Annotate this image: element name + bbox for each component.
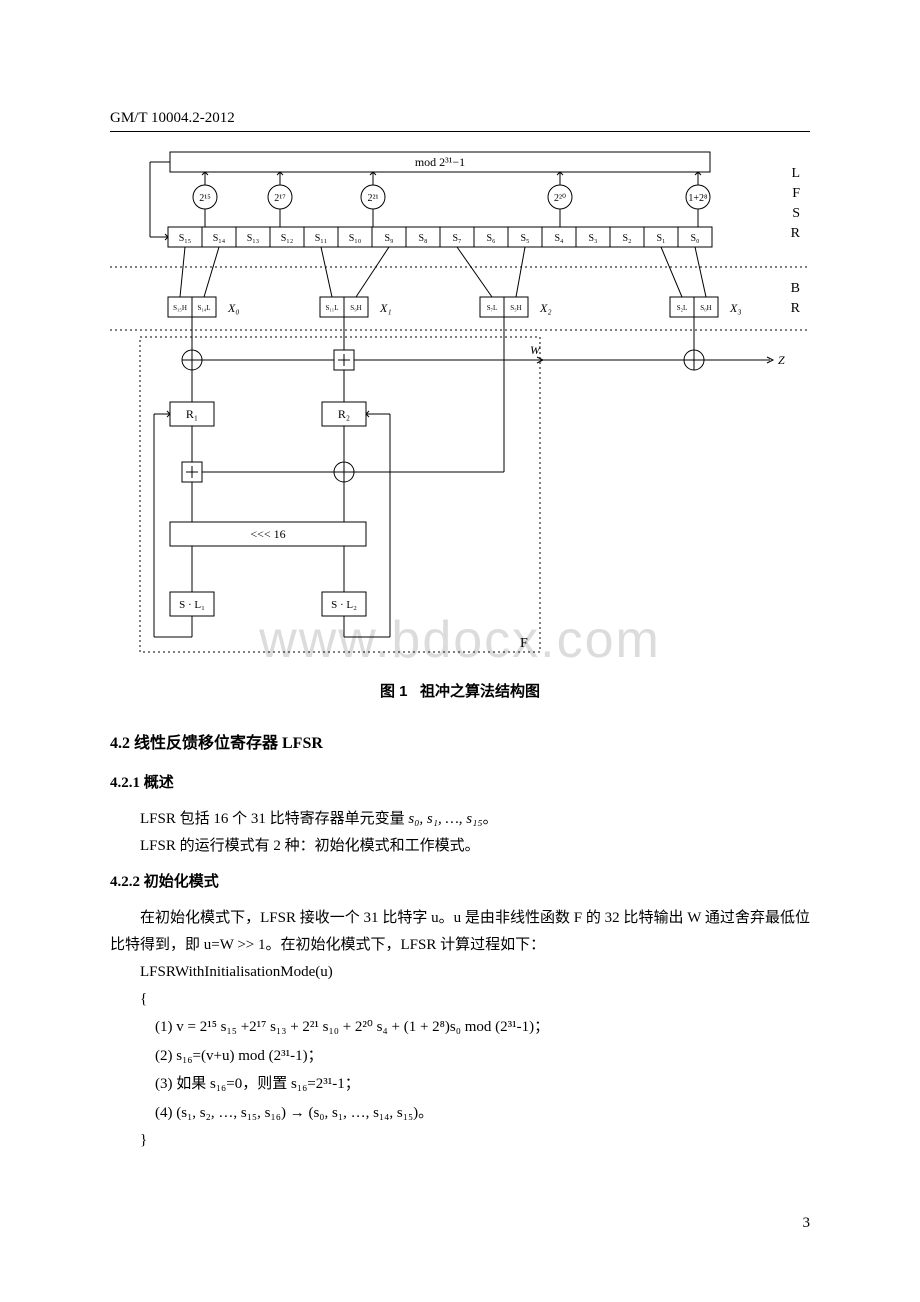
svg-text:<<< 16: <<< 16: [250, 527, 285, 541]
svg-text:S · L₁: S · L₁: [179, 599, 205, 611]
step-2: (2) s₁₆=(v+u) mod (2³¹-1)；: [155, 1042, 810, 1071]
svg-text:S₂L: S₂L: [677, 304, 688, 312]
fn-name: LFSRWithInitialisationMode(u): [110, 959, 810, 986]
svg-text:S₅: S₅: [520, 233, 529, 244]
step-4: (4) (s₁, s₂, …, s₁₅, s₁₆) → (s₀, s₁, …, …: [155, 1099, 810, 1128]
svg-text:S₁₅H: S₁₅H: [173, 304, 187, 312]
svg-text:X₀: X₀: [227, 301, 240, 315]
brace-close: }: [110, 1127, 810, 1154]
heading-4-2-2: 4.2.2 初始化模式: [110, 870, 810, 891]
p-421-2: LFSR 的运行模式有 2 种：初始化模式和工作模式。: [110, 833, 810, 860]
svg-text:X₁: X₁: [379, 301, 392, 315]
svg-text:S₇L: S₇L: [487, 304, 498, 312]
svg-text:S₀: S₀: [690, 233, 700, 244]
f-layer: W Z R₁ R₂: [154, 317, 785, 651]
page: GM/T 10004.2-2012 www.bdocx.com mod 2³¹−…: [0, 0, 920, 1302]
svg-text:F: F: [520, 636, 528, 651]
svg-text:Z: Z: [778, 353, 785, 367]
svg-text:F: F: [792, 186, 800, 201]
figure-1-svg: mod 2³¹−1 2¹⁵ 2¹⁷ 2²¹ 2²⁰ 1+2⁸: [110, 142, 810, 662]
algorithm-steps: (1) v = 2¹⁵ s₁₅ +2¹⁷ s₁₃ + 2²¹ s₁₀ + 2²⁰…: [110, 1013, 810, 1127]
svg-text:S₅H: S₅H: [510, 304, 521, 312]
svg-text:S₆: S₆: [486, 233, 496, 244]
svg-text:S₁₅: S₁₅: [179, 233, 192, 244]
p-421-1: LFSR 包括 16 个 31 比特寄存器单元变量 s₀, s₁, …, s₁₅…: [110, 806, 810, 833]
mod-label: mod 2³¹−1: [415, 155, 465, 169]
svg-text:B: B: [791, 281, 800, 296]
svg-text:S₄: S₄: [554, 233, 564, 244]
svg-text:S₁: S₁: [656, 233, 665, 244]
svg-text:S: S: [792, 206, 800, 221]
step-1: (1) v = 2¹⁵ s₁₅ +2¹⁷ s₁₃ + 2²¹ s₁₀ + 2²⁰…: [155, 1013, 810, 1042]
svg-text:S₃: S₃: [588, 233, 597, 244]
svg-text:S₉H: S₉H: [350, 304, 361, 312]
svg-text:W: W: [530, 343, 541, 357]
svg-text:X₃: X₃: [729, 301, 742, 315]
p-422-intro: 在初始化模式下，LFSR 接收一个 31 比特字 u。u 是由非线性函数 F 的…: [110, 905, 810, 959]
svg-text:S₉: S₉: [384, 233, 394, 244]
svg-text:S₁₃: S₁₃: [247, 233, 260, 244]
svg-text:S₁₄: S₁₄: [213, 233, 226, 244]
svg-text:1+2⁸: 1+2⁸: [688, 193, 708, 204]
svg-text:2²⁰: 2²⁰: [554, 193, 566, 204]
figure-1-caption: 图 1 祖冲之算法结构图: [110, 680, 810, 701]
svg-text:R₂: R₂: [338, 407, 350, 421]
svg-text:S₁₄L: S₁₄L: [197, 304, 210, 312]
svg-text:2²¹: 2²¹: [368, 193, 379, 204]
svg-text:X₂: X₂: [539, 301, 552, 315]
heading-4-2: 4.2 线性反馈移位寄存器 LFSR: [110, 729, 810, 753]
caption-text: 祖冲之算法结构图: [420, 683, 540, 700]
lfsr-register-strip: S₁₅ S₁₄ S₁₃ S₁₂ S₁₁ S₁₀ S₉ S₈ S₇ S₆ S₅ S…: [168, 227, 712, 247]
svg-text:R₁: R₁: [186, 407, 198, 421]
svg-text:2¹⁵: 2¹⁵: [199, 193, 210, 204]
brace-open: {: [110, 986, 810, 1013]
svg-text:S₁₁L: S₁₁L: [325, 304, 338, 312]
svg-text:R: R: [791, 226, 801, 241]
svg-text:2¹⁷: 2¹⁷: [274, 193, 286, 204]
step-3: (3) 如果 s₁₆=0，则置 s₁₆=2³¹-1；: [155, 1070, 810, 1099]
lfsr-multipliers: 2¹⁵ 2¹⁷ 2²¹ 2²⁰ 1+2⁸: [193, 172, 710, 227]
page-number: 3: [803, 1215, 811, 1232]
svg-text:S · L₂: S · L₂: [331, 599, 357, 611]
svg-text:S₁₁: S₁₁: [315, 233, 328, 244]
heading-4-2-1: 4.2.1 概述: [110, 771, 810, 792]
svg-text:L: L: [791, 166, 800, 181]
svg-text:S₈: S₈: [418, 233, 428, 244]
doc-header: GM/T 10004.2-2012: [110, 110, 810, 132]
caption-prefix: 图 1: [380, 683, 408, 700]
svg-text:S₁₀: S₁₀: [349, 233, 362, 244]
svg-text:S₀H: S₀H: [700, 304, 711, 312]
br-layer: S₁₅H S₁₄L X₀ S₁₁L S₉H X₁ S₇L S₅H X₂: [168, 247, 742, 317]
svg-text:S₂: S₂: [622, 233, 631, 244]
svg-text:R: R: [791, 301, 801, 316]
svg-text:S₇: S₇: [452, 233, 461, 244]
figure-1: mod 2³¹−1 2¹⁵ 2¹⁷ 2²¹ 2²⁰ 1+2⁸: [110, 142, 810, 701]
svg-text:S₁₂: S₁₂: [281, 233, 294, 244]
